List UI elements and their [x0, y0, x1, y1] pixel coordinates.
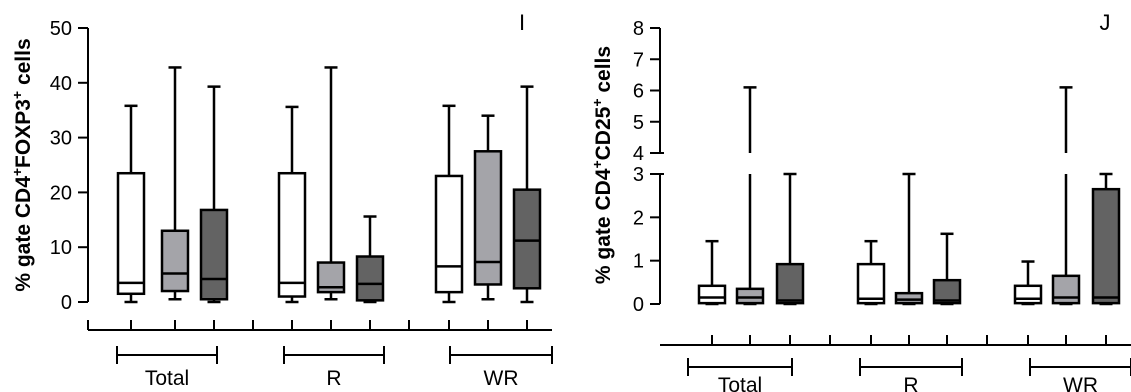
iqr-box: [116, 171, 146, 296]
y-tick-label: 3: [633, 164, 644, 186]
iqr-box: [512, 188, 542, 290]
y-tick-label: 50: [50, 18, 72, 40]
group-label: Total: [145, 367, 189, 390]
panel-label: I: [519, 10, 525, 35]
iqr-box: [735, 287, 765, 305]
y-axis-label-superscript: +: [9, 91, 25, 99]
y-axis-label: % gate CD4+CD25+ cells: [589, 46, 615, 284]
iqr-box: [1051, 274, 1081, 305]
box-r-3: [355, 215, 385, 304]
iqr-box: [199, 208, 229, 301]
iqr-box: [277, 171, 307, 298]
box-wr-2: [473, 114, 503, 301]
y-tick-label: 0: [61, 292, 72, 314]
box-wr-3: [512, 85, 542, 304]
iqr-box: [1091, 187, 1121, 305]
box-wr-1: [434, 104, 464, 304]
iqr-box: [856, 262, 886, 305]
group-label: WR: [1063, 374, 1098, 392]
y-axis-label-superscript: +: [589, 98, 605, 106]
box-r-2: [316, 66, 346, 301]
y-tick-label: 30: [50, 128, 72, 150]
box-total-1: [697, 239, 727, 306]
box-total-3: [775, 172, 805, 306]
iqr-box: [434, 174, 464, 294]
y-tick-label: 20: [50, 182, 72, 204]
iqr-box: [775, 262, 805, 305]
y-tick-label: 5: [633, 112, 644, 134]
group-label: R: [903, 374, 918, 392]
box-r-1: [856, 239, 886, 306]
y-axis-label-part: % gate CD4: [592, 168, 615, 284]
group-bracket-r: R: [859, 358, 963, 392]
box-r-3: [932, 232, 962, 306]
y-axis-label: % gate CD4+FOXP3+ cells: [9, 38, 35, 291]
box-r-1: [277, 105, 307, 304]
box-total-3: [199, 85, 229, 304]
box-wr-3: [1091, 172, 1121, 306]
box-wr-1: [1013, 260, 1043, 306]
box-r-2: [894, 172, 924, 306]
y-tick-label: 0: [633, 294, 644, 316]
iqr-box: [894, 291, 924, 305]
group-label: R: [326, 367, 341, 390]
y-axis: 0 1 2 34 5 6 7 8: [633, 18, 664, 316]
y-axis-label-part: cells: [12, 38, 35, 91]
y-axis-label-part: % gate CD4: [12, 176, 35, 292]
group-bracket-total: Total: [687, 358, 793, 392]
group-bracket-r: R: [283, 346, 385, 390]
y-axis-label-superscript: +: [589, 160, 605, 168]
group-bracket-wr: WR: [1029, 358, 1131, 392]
y-tick-label: 4: [633, 143, 644, 165]
category-axis: [87, 320, 552, 331]
iqr-box: [1013, 284, 1043, 305]
y-axis: 0 10 20 30 40 50: [50, 18, 89, 314]
y-axis-label-part: CD25: [592, 106, 615, 160]
panel-label: J: [1100, 10, 1111, 35]
y-tick-label: 7: [633, 49, 644, 71]
group-label: Total: [718, 374, 762, 392]
box-total-2: [735, 86, 765, 306]
iqr-box: [160, 229, 190, 293]
box-wr-2: [1051, 86, 1081, 306]
y-axis-label-part: FOXP3: [12, 99, 35, 168]
y-axis-label-part: cells: [592, 46, 615, 99]
box-total-2: [160, 66, 190, 301]
group-bracket-wr: WR: [449, 346, 553, 390]
iqr-box: [473, 150, 503, 286]
iqr-box: [355, 255, 385, 302]
y-tick-label: 2: [633, 207, 644, 229]
y-axis-label-superscript: +: [9, 168, 25, 176]
group-label: WR: [484, 367, 519, 390]
y-tick-label: 6: [633, 81, 644, 103]
iqr-box: [697, 284, 727, 305]
y-tick-label: 8: [633, 18, 644, 40]
y-tick-label: 10: [50, 237, 72, 259]
y-tick-label: 40: [50, 73, 72, 95]
box-total-1: [116, 104, 146, 304]
y-tick-label: 1: [633, 251, 644, 273]
group-bracket-total: Total: [116, 346, 218, 390]
iqr-box: [932, 278, 962, 305]
category-axis: [660, 335, 1131, 346]
